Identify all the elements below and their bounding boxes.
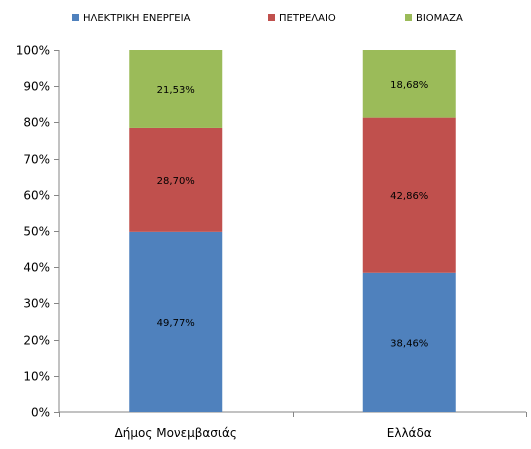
legend-label: ΠΕΤΡΕΛΑΙΟ <box>279 13 336 24</box>
bar-segment <box>129 50 223 128</box>
data-label: 42,86% <box>390 191 428 202</box>
data-label: 21,53% <box>157 85 195 96</box>
bar-segment <box>362 272 456 412</box>
bar-segment <box>362 50 456 118</box>
category-label: Ελλάδα <box>387 426 432 440</box>
legend-swatch <box>72 14 79 21</box>
bar-segment <box>129 231 223 412</box>
data-label: 18,68% <box>390 80 428 91</box>
bars <box>129 50 456 412</box>
data-labels: 49,77% 28,70% 21,53% 38,46% 42,86% 18,68% <box>157 80 429 350</box>
legend-swatch <box>405 14 412 21</box>
y-tick-label: 10% <box>23 370 50 384</box>
y-tick-label: 80% <box>23 116 50 130</box>
bar-segment <box>129 127 223 232</box>
y-tick-label: 60% <box>23 189 50 203</box>
category-label: Δήμος Μονεμβασιάς <box>115 426 237 440</box>
legend: ΗΛΕΚΤΡΙΚΗ ΕΝΕΡΓΕΙΑ ΠΕΤΡΕΛΑΙΟ ΒΙΟΜΑΖΑ <box>72 13 463 24</box>
legend-swatch <box>268 14 275 21</box>
y-tick-label: 40% <box>23 261 50 275</box>
y-tick-label: 0% <box>31 406 50 420</box>
data-label: 28,70% <box>157 176 195 187</box>
y-tick-label: 30% <box>23 297 50 311</box>
legend-item: ΒΙΟΜΑΖΑ <box>405 13 463 24</box>
y-tick-label: 70% <box>23 153 50 167</box>
legend-label: ΗΛΕΚΤΡΙΚΗ ΕΝΕΡΓΕΙΑ <box>83 13 191 24</box>
data-label: 38,46% <box>390 338 428 349</box>
y-tick-label: 90% <box>23 80 50 94</box>
axes: 0% 10% 20% 30% 40% 50% 60% 70% 80% 90% 100% Δήμος Μ… <box>16 44 527 440</box>
legend-label: ΒΙΟΜΑΖΑ <box>416 13 463 24</box>
bar-segment <box>362 117 456 273</box>
legend-item: ΗΛΕΚΤΡΙΚΗ ΕΝΕΡΓΕΙΑ <box>72 13 191 24</box>
y-tick-label: 20% <box>23 334 50 348</box>
legend-item: ΠΕΤΡΕΛΑΙΟ <box>268 13 336 24</box>
y-tick-label: 50% <box>23 225 50 239</box>
y-tick-label: 100% <box>16 44 50 58</box>
data-label: 49,77% <box>157 318 195 329</box>
